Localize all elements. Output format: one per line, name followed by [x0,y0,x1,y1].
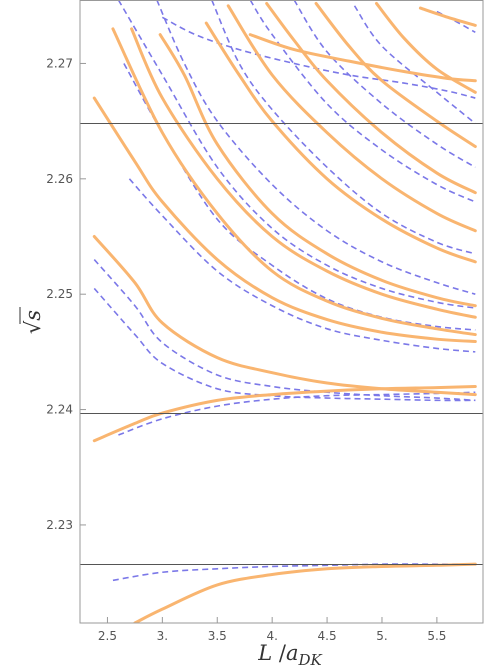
y-axis-title-var: s [21,310,45,321]
solid-curve-26 [418,6,477,27]
y-tick-label-3: 2.26 [46,172,73,186]
x-axis-title-sub: DK [298,651,323,667]
solid-curve-9 [111,27,477,337]
solid-curve-4 [92,235,477,397]
dashed-curve-14 [156,0,476,295]
x-axis-title-main: L [257,641,272,665]
solid-curve-2 [92,384,477,443]
dashed-curve-12 [117,0,476,309]
x-axis-ticks: 2.5 3. 3.5 4. 4.5 5. 5.5 [98,617,446,643]
solid-curve-23 [374,1,477,94]
solid-curve-11 [130,27,477,319]
y-tick-label-1: 2.24 [46,403,73,417]
plot-frame [79,0,484,624]
x-tick-label-5: 5. [376,629,387,643]
x-axis-title: L /aDK [257,641,322,667]
solid-curve-7 [92,96,477,343]
reference-lines [80,123,483,565]
x-axis-title-var: a [286,641,299,665]
y-tick-label-0: 2.23 [46,518,73,532]
dashed-curve-22 [353,5,476,125]
y-axis-title-radical: √ [21,320,45,334]
dashed-curve-15 [211,0,476,255]
dashed-curve-8 [128,178,476,353]
solid-curve-16 [204,21,477,264]
dashed-curve-3 [118,391,476,436]
x-tick-label-1: 3. [157,629,168,643]
x-tick-label-3: 4. [266,629,277,643]
dashed-curve-6 [93,287,476,402]
y-axis-ticks: 2.23 2.24 2.25 2.26 2.27 [46,56,86,532]
solid-curve-13 [158,33,477,308]
solid-curve-19 [265,1,477,195]
solid-curve-17 [226,4,477,233]
dashed-curve-18 [249,0,476,203]
series-layer [92,0,477,623]
y-axis-title: √s [21,310,45,334]
y-tick-label-4: 2.27 [46,56,73,70]
x-tick-label-6: 5.5 [427,629,446,643]
dashed-curve-20 [293,0,476,168]
x-tick-label-4: 4.5 [318,629,337,643]
solid-curve-21 [314,1,477,149]
solid-curve-0 [133,562,477,623]
y-tick-label-2: 2.25 [46,287,73,301]
x-tick-label-0: 2.5 [98,629,117,643]
solid-curve-25 [248,33,477,83]
x-axis-title-sep: / [272,641,287,665]
dashed-curve-24 [161,16,476,99]
x-tick-label-2: 3.5 [208,629,227,643]
